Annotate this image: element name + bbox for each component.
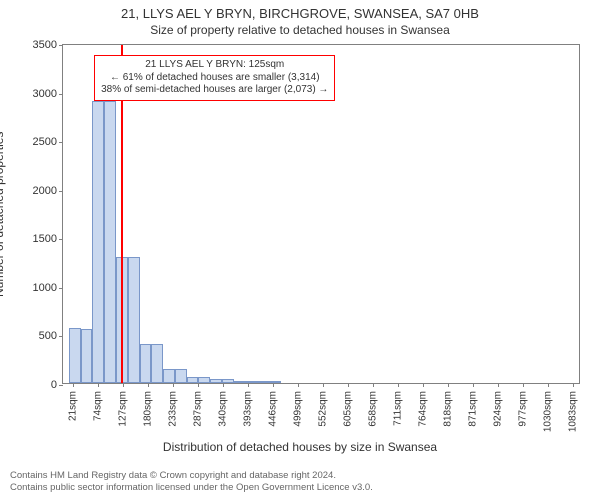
x-tick-label: 764sqm [417, 391, 428, 427]
chart-title: 21, LLYS AEL Y BRYN, BIRCHGROVE, SWANSEA… [0, 0, 600, 21]
x-tick-label: 340sqm [218, 391, 229, 427]
x-tick-label: 499sqm [292, 391, 303, 427]
x-tick-label: 605sqm [342, 391, 353, 427]
x-tick-label: 233sqm [167, 391, 178, 427]
histogram-bar [210, 379, 222, 383]
x-tick-label: 711sqm [392, 391, 403, 426]
y-tick-label: 1000 [33, 282, 57, 294]
y-tick-label: 2500 [33, 136, 57, 148]
attribution-text: Contains HM Land Registry data © Crown c… [10, 470, 590, 494]
histogram-bar [104, 101, 116, 383]
x-tick-label: 1083sqm [567, 391, 578, 432]
y-axis-label: Number of detached properties [0, 44, 6, 384]
x-tick-label: 924sqm [493, 391, 504, 427]
histogram-bar [245, 381, 257, 383]
plot-area: 050010001500200025003000350021sqm74sqm12… [62, 44, 580, 384]
x-tick-label: 74sqm [92, 391, 103, 421]
y-tick-label: 2000 [33, 185, 57, 197]
histogram-bar [81, 329, 93, 383]
histogram-bar [222, 379, 234, 383]
histogram-bar [187, 377, 199, 383]
histogram-bar [128, 257, 140, 383]
y-tick-label: 500 [39, 330, 57, 342]
histogram-bar [175, 369, 187, 383]
y-tick-label: 3500 [33, 39, 57, 51]
histogram-bar [198, 377, 210, 383]
x-tick-label: 446sqm [268, 391, 279, 427]
histogram-bar [257, 381, 269, 383]
histogram-bar [92, 101, 104, 383]
histogram-bar [151, 344, 163, 383]
x-tick-label: 1030sqm [543, 391, 554, 432]
x-tick-label: 393sqm [243, 391, 254, 427]
histogram-bar [163, 369, 175, 383]
x-tick-label: 21sqm [67, 391, 78, 421]
histogram-bar [140, 344, 152, 383]
x-tick-label: 977sqm [518, 391, 529, 427]
y-tick-label: 1500 [33, 233, 57, 245]
x-tick-label: 871sqm [468, 391, 479, 427]
annotation-box: 21 LLYS AEL Y BRYN: 125sqm← 61% of detac… [94, 55, 335, 101]
histogram-bar [269, 381, 281, 383]
x-axis-label: Distribution of detached houses by size … [0, 440, 600, 454]
chart-subtitle: Size of property relative to detached ho… [0, 21, 600, 37]
x-tick-label: 552sqm [317, 391, 328, 427]
x-tick-label: 127sqm [117, 391, 128, 427]
y-tick-label: 3000 [33, 88, 57, 100]
histogram-bar [234, 381, 246, 383]
x-tick-label: 818sqm [443, 391, 454, 427]
x-tick-label: 658sqm [367, 391, 378, 427]
x-tick-label: 180sqm [142, 391, 153, 427]
histogram-bar [69, 328, 81, 383]
y-tick-label: 0 [51, 379, 57, 391]
x-tick-label: 287sqm [193, 391, 204, 427]
